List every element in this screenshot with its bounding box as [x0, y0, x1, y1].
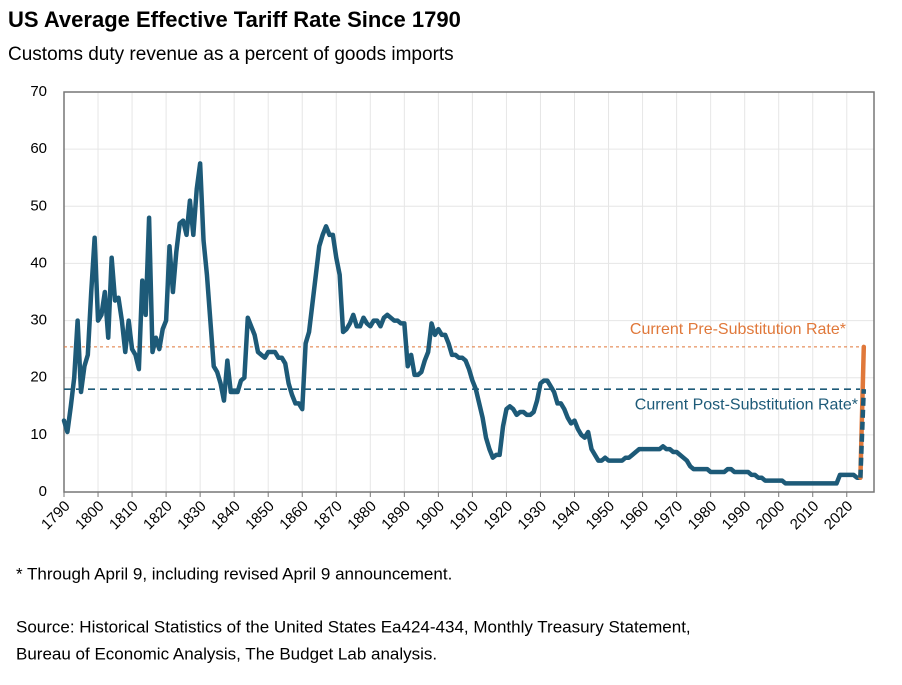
y-tick-label: 60 [30, 140, 47, 157]
x-tick-label: 1930 [514, 498, 550, 534]
y-tick-label: 50 [30, 197, 47, 214]
y-tick-label: 20 [30, 369, 47, 386]
x-tick-label: 1870 [310, 498, 346, 534]
x-tick-label: 1820 [140, 498, 176, 534]
x-tick-label: 1860 [276, 498, 312, 534]
x-tick-label: 1900 [412, 498, 448, 534]
data-line [858, 389, 867, 478]
y-tick-label: 0 [39, 483, 47, 500]
x-tick-label: 1790 [38, 498, 74, 534]
x-tick-label: 2020 [821, 498, 857, 534]
x-tick-label: 1890 [378, 498, 414, 534]
source: Source: Historical Statistics of the Uni… [16, 617, 691, 636]
chart-subtitle: Customs duty revenue as a percent of goo… [8, 44, 454, 65]
reference-label: Current Post-Substitution Rate* [635, 396, 858, 413]
plot-frame [63, 91, 875, 493]
y-tick-label: 70 [30, 83, 47, 100]
y-tick-label: 40 [30, 254, 47, 271]
x-tick-label: 1940 [549, 498, 585, 534]
x-tick-label: 1970 [651, 498, 687, 534]
x-tick-label: 1810 [106, 498, 142, 534]
data-line [61, 161, 863, 486]
x-tick-label: 1840 [208, 498, 244, 534]
x-tick-label: 1800 [72, 498, 108, 534]
x-tick-label: 1830 [174, 498, 210, 534]
x-tick-label: 1980 [685, 498, 721, 534]
x-tick-label: 1920 [480, 498, 516, 534]
x-tick-label: 1950 [583, 498, 619, 534]
footnote: * Through April 9, including revised Apr… [16, 564, 452, 583]
x-tick-label: 1850 [242, 498, 278, 534]
x-tick-label: 1990 [719, 498, 755, 534]
x-tick-label: 2000 [753, 498, 789, 534]
x-tick-label: 1910 [446, 498, 482, 534]
x-tick-label: 1880 [344, 498, 380, 534]
source: Bureau of Economic Analysis, The Budget … [16, 644, 437, 663]
x-tick-label: 2010 [787, 498, 823, 534]
reference-label: Current Pre-Substitution Rate* [630, 321, 846, 338]
chart-title: US Average Effective Tariff Rate Since 1… [8, 7, 461, 32]
y-tick-label: 10 [30, 426, 47, 443]
x-tick-label: 1960 [617, 498, 653, 534]
y-tick-label: 30 [30, 312, 47, 329]
